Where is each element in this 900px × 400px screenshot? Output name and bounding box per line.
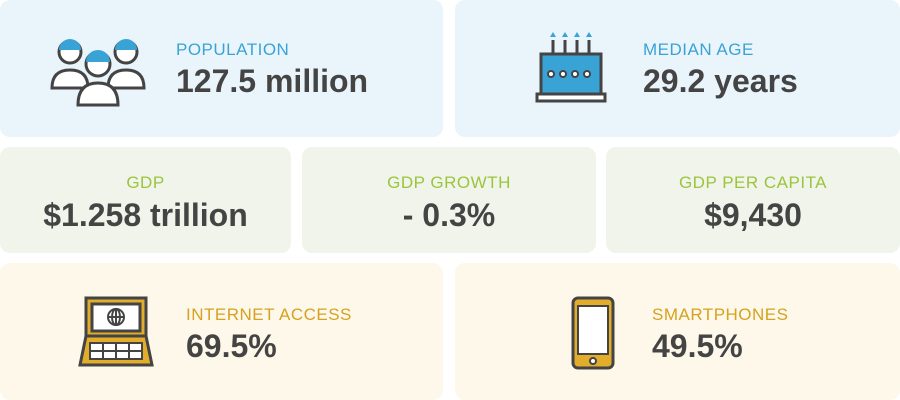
card: MEDIAN AGE 29.2 years bbox=[455, 0, 900, 137]
card-label: INTERNET ACCESS bbox=[186, 305, 352, 324]
card-value: 49.5% bbox=[652, 328, 743, 364]
card-value: - 0.3% bbox=[402, 197, 496, 233]
card-label: GDP PER CAPITA bbox=[678, 173, 828, 192]
card-value: 29.2 years bbox=[643, 63, 798, 99]
cake-icon bbox=[535, 32, 607, 103]
card-value: 69.5% bbox=[186, 328, 277, 364]
card-value: $9,430 bbox=[704, 197, 802, 233]
card-label: SMARTPHONES bbox=[652, 305, 789, 324]
card: GDP $1.258 trillion bbox=[0, 147, 291, 253]
card-value: 127.5 million bbox=[176, 63, 369, 99]
card: INTERNET ACCESS 69.5% bbox=[0, 263, 443, 400]
card-label: MEDIAN AGE bbox=[643, 40, 754, 59]
card: POPULATION 127.5 million bbox=[0, 0, 443, 137]
card: GDP PER CAPITA $9,430 bbox=[606, 147, 900, 253]
card: GDP GROWTH - 0.3% bbox=[302, 147, 596, 253]
phone-icon bbox=[571, 296, 615, 370]
people-icon bbox=[50, 39, 146, 107]
card-label: GDP GROWTH bbox=[387, 173, 511, 192]
card: SMARTPHONES 49.5% bbox=[455, 263, 900, 400]
card-value: $1.258 trillion bbox=[43, 197, 248, 233]
card-label: GDP bbox=[126, 173, 165, 192]
laptop-icon bbox=[78, 296, 154, 367]
card-label: POPULATION bbox=[176, 40, 290, 59]
